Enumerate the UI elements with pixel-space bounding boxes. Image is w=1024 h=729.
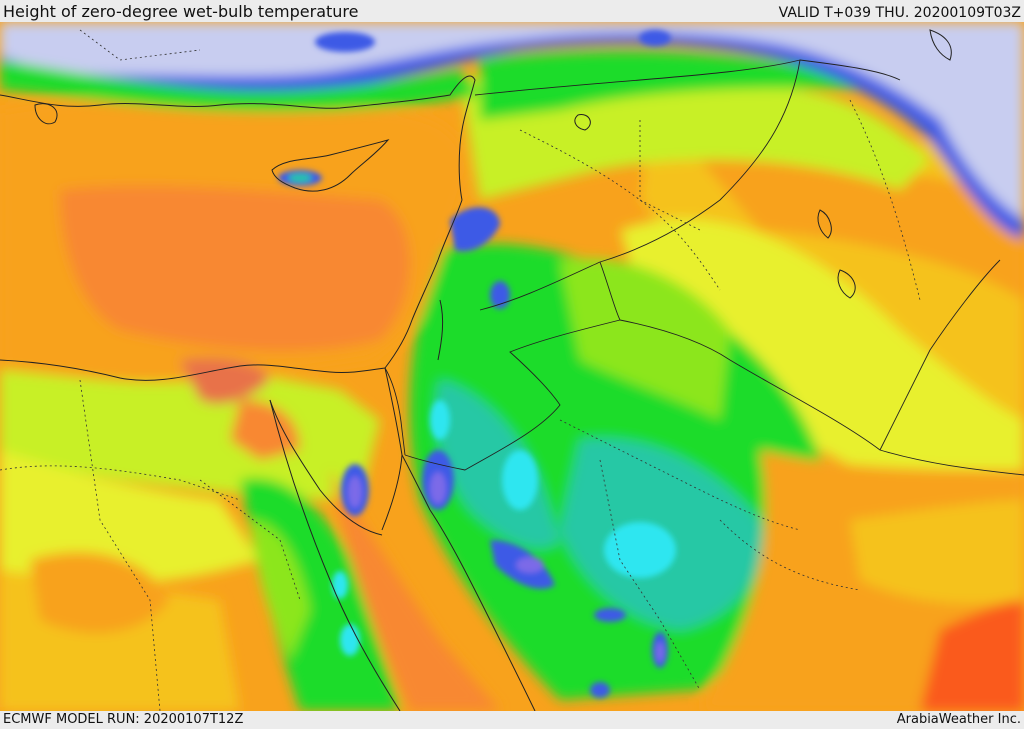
spot-asir-violet (656, 642, 664, 662)
header-bar: Height of zero-degree wet-bulb temperatu… (0, 0, 1024, 22)
footer-bar: ECMWF MODEL RUN: 20200107T12Z ArabiaWeat… (0, 711, 1024, 729)
credit-label: ArabiaWeather Inc. (896, 712, 1021, 727)
spot-south-blue (590, 682, 610, 698)
lake-razazza (837, 269, 856, 299)
turkey-coast (0, 75, 476, 201)
borders (384, 59, 1024, 476)
band-egypt-yellow (0, 357, 380, 500)
border-syria-iraq (479, 59, 801, 311)
border-israel-egypt (384, 367, 406, 456)
band-yellow-iraq (620, 218, 1024, 470)
admin-line-6 (599, 459, 701, 691)
coastlines (0, 29, 952, 711)
admin-line-5 (559, 419, 801, 531)
region-jordan-lightgreen (560, 258, 730, 420)
admin-line-3 (519, 129, 721, 291)
band-southeast-yellow (850, 500, 1024, 604)
lake-tharthar (817, 209, 832, 239)
spot-tabuk-cyan (430, 400, 450, 440)
map-canvas (0, 22, 1024, 711)
spot-turkey-north (315, 32, 375, 52)
admin-boundaries (0, 29, 921, 711)
red-sea-east-coast (429, 509, 536, 711)
patch-nile-delta (180, 358, 270, 404)
cyprus-outline (271, 139, 390, 192)
spot-hejaz-south (594, 608, 626, 622)
admin-line-9 (199, 479, 301, 601)
region-far-southeast-red (920, 600, 1024, 711)
admin-line-8 (849, 99, 921, 301)
island-rhodes (34, 103, 58, 125)
band-sahara-yellow (0, 450, 260, 584)
spot-cyprus-core (288, 174, 312, 182)
dead-sea (437, 299, 444, 361)
region-orange-patch (776, 590, 867, 700)
patch-sahara-orange (30, 552, 170, 634)
lake-urmia (929, 29, 952, 61)
spot-golan (490, 281, 510, 309)
region-turkey-blue (0, 22, 1024, 240)
region-red-sea (330, 470, 500, 711)
border-turkey-syria-iraq (474, 59, 901, 96)
map-title: Height of zero-degree wet-bulb temperatu… (3, 2, 359, 21)
spot-turkey-northeast (639, 30, 671, 46)
levant-coast (384, 199, 463, 369)
spot-red-sea-hills-cyan-2 (340, 624, 360, 656)
spot-medina-violet (516, 557, 544, 573)
band-orange-iran (700, 153, 1024, 300)
band-anatolia-green (0, 60, 480, 112)
spot-red-sea-hills-cyan (332, 571, 348, 599)
spot-nejd-cyan (604, 522, 676, 578)
strip-red-sea-hills-light (250, 520, 310, 660)
red-sea-west-coast (269, 399, 401, 711)
spot-sinai-violet (348, 476, 362, 508)
gulf-aqaba-east (401, 454, 431, 511)
spot-hail-cyan (502, 450, 538, 510)
spot-hejaz-north-violet (430, 472, 446, 504)
gulf-suez (269, 399, 383, 536)
admin-line-4 (639, 120, 701, 231)
weather-map[interactable] (0, 22, 1024, 711)
lake-assad (574, 114, 591, 131)
region-mediterranean-core (60, 185, 410, 351)
border-jordan-saudi (404, 319, 621, 471)
border-iraq-iran (879, 259, 1001, 451)
admin-line-10 (79, 29, 201, 61)
region-teal-west (436, 380, 560, 549)
model-run-label: ECMWF MODEL RUN: 20200107T12Z (3, 712, 244, 727)
egypt-coast (0, 359, 386, 381)
region-turkey-lowest (0, 22, 1024, 220)
valid-time: VALID T+039 THU. 20200109T03Z (778, 5, 1021, 21)
band-turkey-green (480, 51, 860, 120)
spot-lebanon (450, 207, 500, 252)
gulf-aqaba-west (381, 367, 403, 531)
admin-line-1 (0, 465, 241, 501)
admin-line-2 (79, 379, 161, 711)
